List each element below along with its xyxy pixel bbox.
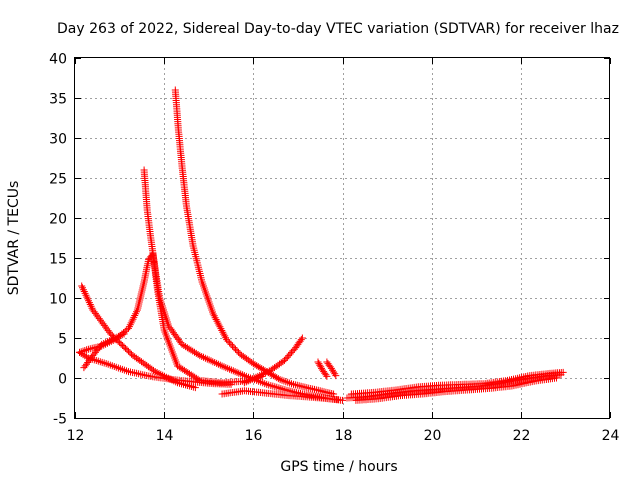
x-axis-title: GPS time / hours xyxy=(280,459,397,475)
y-axis-title: SDTVAR / TECUs xyxy=(6,181,22,296)
y-tick-label: 20 xyxy=(49,212,67,228)
plot-frame xyxy=(74,57,610,419)
y-tick-label: 30 xyxy=(49,132,67,148)
axis-ticks: 12 14 16 18 20 22 24 -5 0 5 10 15 20 25 30 35 40 xyxy=(49,52,619,445)
data-point-markers xyxy=(352,374,560,404)
series-track-i xyxy=(314,358,331,380)
x-tick-label: 22 xyxy=(513,428,531,444)
x-tick-label: 14 xyxy=(156,428,174,444)
x-tick-label: 20 xyxy=(424,428,442,444)
x-tick-label: 18 xyxy=(335,428,353,444)
data-point-markers xyxy=(80,330,128,372)
series-track-d xyxy=(80,330,128,372)
x-tick-label: 16 xyxy=(245,428,263,444)
data-point-markers xyxy=(314,358,331,380)
data-point-markers xyxy=(140,166,342,404)
data-point-markers xyxy=(323,358,340,380)
series-track-m xyxy=(352,374,560,404)
data-point-markers xyxy=(78,282,199,392)
y-tick-label: 35 xyxy=(49,92,67,108)
chart-title: Day 263 of 2022, Sidereal Day-to-day VTE… xyxy=(57,21,619,37)
y-tick-label: 25 xyxy=(49,172,67,188)
series-track-c xyxy=(78,282,199,392)
y-tick-label: 10 xyxy=(49,292,67,308)
series-track-e xyxy=(140,166,342,404)
series-track-l xyxy=(347,368,567,398)
y-tick-label: 0 xyxy=(58,372,67,388)
data-point-markers xyxy=(347,368,567,398)
x-tick-label: 24 xyxy=(602,428,620,444)
series-track-g xyxy=(240,334,306,387)
data-point-markers xyxy=(240,334,306,387)
y-tick-label: 15 xyxy=(49,252,67,268)
y-tick-label: 40 xyxy=(49,52,67,68)
x-tick-label: 12 xyxy=(67,428,85,444)
y-tick-label: 5 xyxy=(58,332,67,348)
grid-lines xyxy=(75,58,610,418)
series-track-j xyxy=(323,358,340,380)
data-point-markers xyxy=(218,387,346,404)
y-tick-label: -5 xyxy=(53,412,67,428)
series-track-f xyxy=(171,86,338,398)
plot-area xyxy=(76,86,567,404)
data-point-markers xyxy=(171,86,338,398)
series-track-h xyxy=(218,387,346,404)
